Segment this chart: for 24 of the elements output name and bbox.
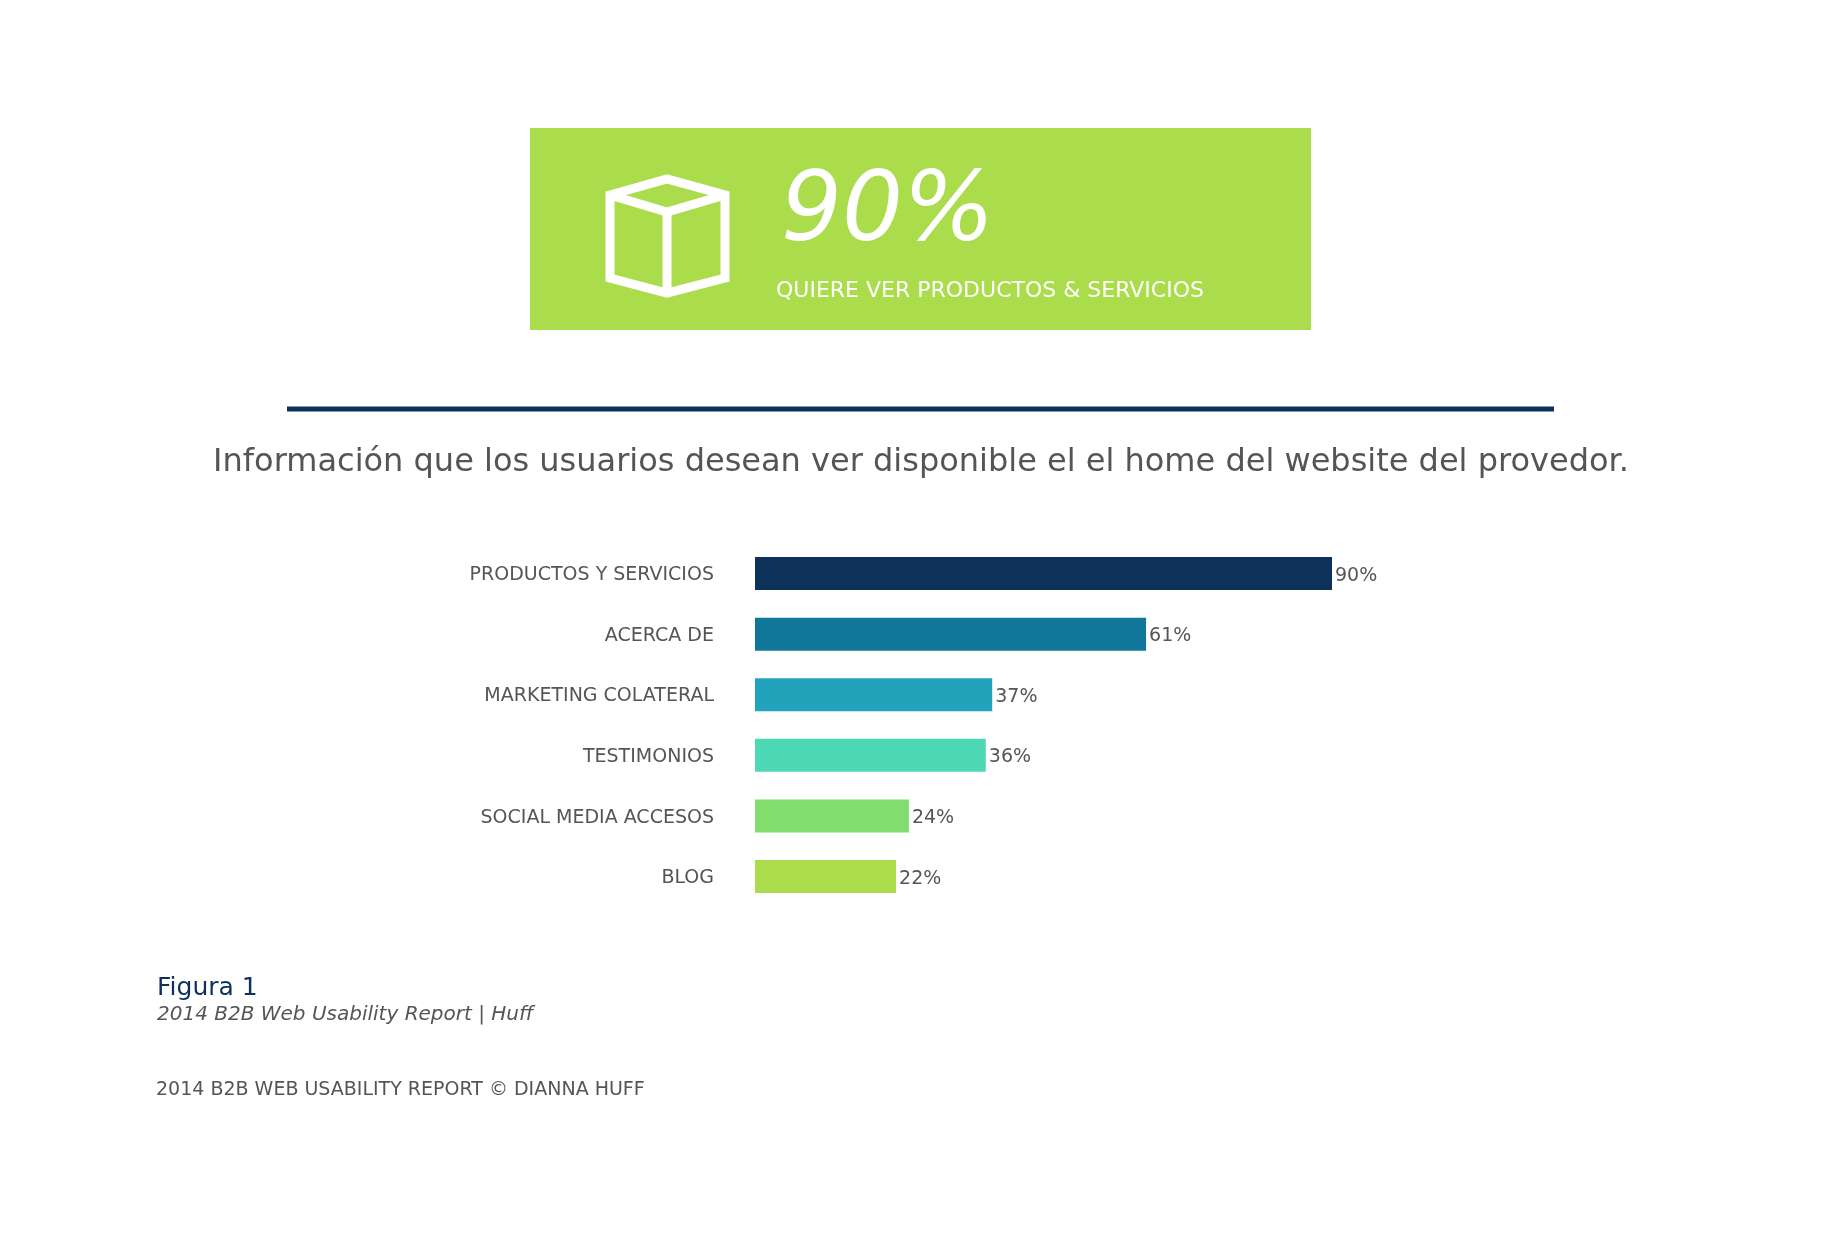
y-tick-label: MARKETING COLATERAL: [484, 683, 715, 706]
y-tick-label: TESTIMONIOS: [581, 743, 714, 766]
data-label: 61%: [1149, 623, 1192, 646]
bar: [755, 860, 897, 893]
data-label: 22%: [899, 865, 942, 888]
bar: [755, 678, 993, 712]
bar: [755, 557, 1332, 591]
text: Figura 1: [157, 972, 258, 1001]
bar: [755, 799, 909, 833]
y-tick-label: PRODUCTOS Y SERVICIOS: [469, 562, 714, 585]
data-label: 24%: [911, 804, 955, 827]
y-tick-label: ACERCA DE: [604, 622, 714, 645]
text: 2014 B2B Web Usability Report | Huff: [157, 1001, 536, 1025]
data-label: 36%: [988, 744, 1032, 767]
data-label: 37%: [995, 683, 1038, 706]
text: 90%: [781, 151, 995, 263]
text: 2014 B2B WEB USABILITY REPORT © DIANNA HUFF: [156, 1077, 645, 1099]
chart-title: Información que los usuarios desean ver disponible el el home del website del provedor.: [213, 441, 1629, 480]
y-tick-label: SOCIAL MEDIA ACCESOS: [480, 804, 714, 827]
bar: [755, 617, 1147, 651]
text: QUIERE VER PRODUCTOS & SERVICIOS: [776, 277, 1204, 302]
bar: [755, 738, 986, 772]
data-label: 90%: [1335, 562, 1378, 585]
y-tick-label: BLOG: [661, 865, 714, 888]
